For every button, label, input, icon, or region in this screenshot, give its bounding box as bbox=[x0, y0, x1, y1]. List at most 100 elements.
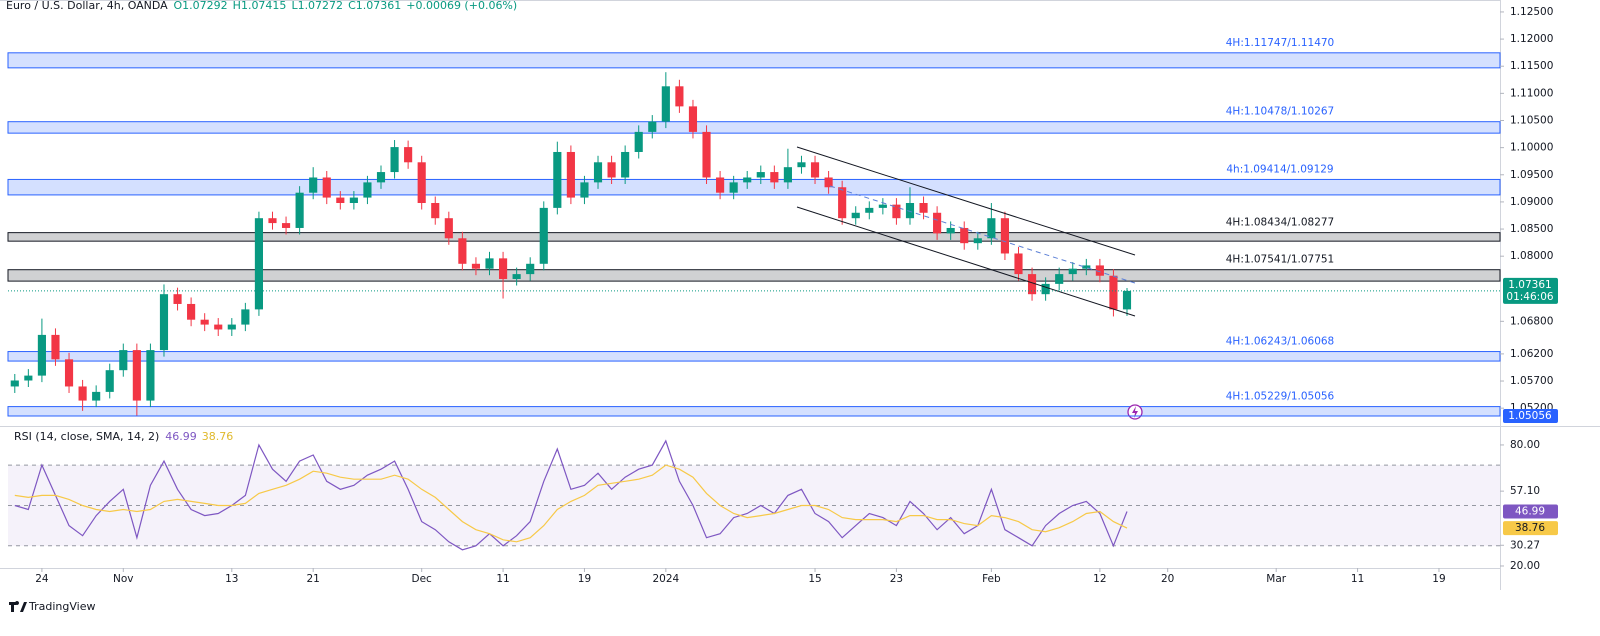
candle-body bbox=[987, 218, 996, 239]
symbol-title: Euro / U.S. Dollar, 4h, OANDA bbox=[6, 0, 168, 12]
zone bbox=[7, 121, 1501, 134]
x-tick-label: 13 bbox=[225, 573, 238, 585]
rsi-value-box: 38.76 bbox=[1503, 521, 1558, 536]
candle-body bbox=[51, 334, 60, 360]
candle-body bbox=[1095, 265, 1104, 276]
candle-body bbox=[797, 162, 806, 168]
zone bbox=[7, 351, 1501, 362]
candle-body bbox=[553, 151, 562, 208]
candle-body bbox=[783, 167, 792, 183]
x-tick-label: Dec bbox=[412, 573, 433, 585]
x-tick-label: 15 bbox=[808, 573, 821, 585]
symbol-header: Euro / U.S. Dollar, 4h, OANDA O1.07292 H1.… bbox=[6, 0, 517, 12]
close-value: C1.07361 bbox=[348, 0, 401, 12]
candle-body bbox=[92, 391, 101, 401]
candle-body bbox=[675, 86, 684, 107]
x-tick-label: 11 bbox=[496, 573, 509, 585]
candle-body bbox=[770, 172, 779, 183]
x-tick-label: 19 bbox=[578, 573, 591, 585]
candle-body bbox=[24, 375, 33, 381]
candle-body bbox=[159, 294, 169, 351]
candle-body bbox=[431, 203, 440, 219]
rsi-value-box-bg bbox=[1503, 504, 1558, 519]
price-line-box: 1.05056 bbox=[1503, 408, 1558, 423]
candle-body bbox=[661, 86, 670, 122]
last-price-box-bg bbox=[1503, 277, 1558, 304]
rsi-value-box-text: 46.99 bbox=[1515, 506, 1545, 518]
candle-body bbox=[566, 151, 575, 198]
candle-body bbox=[64, 359, 74, 387]
candle-body bbox=[851, 212, 860, 219]
rsi-line bbox=[14, 439, 1128, 551]
x-tick-label: 23 bbox=[890, 573, 903, 585]
zone bbox=[7, 406, 1501, 417]
candle-body bbox=[417, 162, 426, 204]
candle-body bbox=[78, 386, 87, 401]
rsi-line bbox=[14, 464, 1128, 543]
candle-body bbox=[295, 192, 304, 228]
candle-body bbox=[892, 204, 901, 219]
zone bbox=[7, 269, 1501, 282]
candle-body bbox=[865, 207, 874, 213]
change-value: +0.00069 (+0.06%) bbox=[406, 0, 517, 12]
x-tick-label: 2024 bbox=[652, 573, 679, 585]
zone-label: 4H:1.06243/1.06068 bbox=[1226, 336, 1335, 348]
candle-body bbox=[960, 227, 969, 244]
open-value: O1.07292 bbox=[174, 0, 228, 12]
zone-label: 4H:1.05229/1.05056 bbox=[1226, 391, 1335, 403]
candle-body bbox=[621, 151, 630, 178]
alert-icon[interactable] bbox=[1127, 404, 1143, 420]
candle-body bbox=[1014, 253, 1023, 275]
rsi-value: 46.99 bbox=[165, 430, 197, 443]
candle-body bbox=[838, 187, 847, 219]
candle-body bbox=[390, 147, 399, 173]
candle-body bbox=[1122, 290, 1132, 310]
candle-body bbox=[105, 370, 114, 392]
candle-body bbox=[309, 177, 318, 193]
zone-label: 4H:1.08434/1.08277 bbox=[1226, 217, 1335, 229]
candle-body bbox=[132, 350, 141, 401]
last-price-box-text: 1.07361 bbox=[1508, 279, 1551, 291]
rsi-header: RSI (14, close, SMA, 14, 2) 46.99 38.76 bbox=[14, 430, 233, 443]
candle-body bbox=[905, 203, 915, 219]
candle-body bbox=[946, 227, 955, 234]
candle-body bbox=[363, 182, 372, 198]
candle-body bbox=[444, 218, 453, 239]
x-tick-label: 21 bbox=[306, 573, 319, 585]
candle-body bbox=[743, 177, 752, 183]
candle-body bbox=[485, 258, 494, 269]
y-tick-label: 1.10000 bbox=[1510, 142, 1553, 154]
price-line-box-text: 1.05056 bbox=[1508, 410, 1552, 422]
y-tick-label: 57.10 bbox=[1510, 485, 1540, 497]
candle-body bbox=[580, 182, 589, 198]
zone bbox=[7, 232, 1501, 242]
candle-body bbox=[376, 172, 386, 183]
candle-body bbox=[688, 106, 698, 132]
x-tick-label: 24 bbox=[35, 573, 49, 585]
brand-logo[interactable]: TradingView bbox=[9, 600, 95, 613]
candle-body bbox=[919, 203, 928, 213]
candle-body bbox=[1027, 274, 1037, 295]
x-tick-label: Nov bbox=[113, 573, 134, 585]
candle-body bbox=[593, 162, 603, 183]
price-line-box-bg bbox=[1503, 408, 1558, 423]
y-tick-label: 1.12500 bbox=[1510, 6, 1553, 18]
y-tick-label: 1.12000 bbox=[1510, 33, 1553, 45]
zone bbox=[7, 52, 1501, 69]
candle-body bbox=[810, 162, 820, 178]
x-tick-label: 12 bbox=[1093, 573, 1106, 585]
candle-body bbox=[322, 177, 331, 198]
candle-body bbox=[1068, 268, 1077, 275]
rsi-value-box-bg bbox=[1503, 521, 1558, 536]
channel-upper bbox=[796, 146, 1136, 256]
y-tick-label: 1.06200 bbox=[1510, 348, 1553, 360]
zone-label: 4H:1.11747/1.11470 bbox=[1226, 37, 1335, 49]
candle-body bbox=[281, 223, 291, 228]
candle-body bbox=[349, 197, 358, 204]
candle-body bbox=[973, 238, 982, 244]
candle-body bbox=[824, 177, 833, 188]
zone-label: 4h:1.09414/1.09129 bbox=[1226, 163, 1333, 175]
candle-body bbox=[634, 131, 643, 152]
